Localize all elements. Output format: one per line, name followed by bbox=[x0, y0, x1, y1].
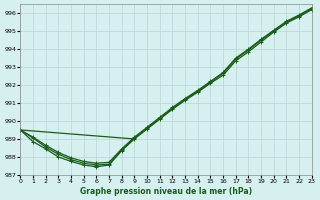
X-axis label: Graphe pression niveau de la mer (hPa): Graphe pression niveau de la mer (hPa) bbox=[80, 187, 252, 196]
